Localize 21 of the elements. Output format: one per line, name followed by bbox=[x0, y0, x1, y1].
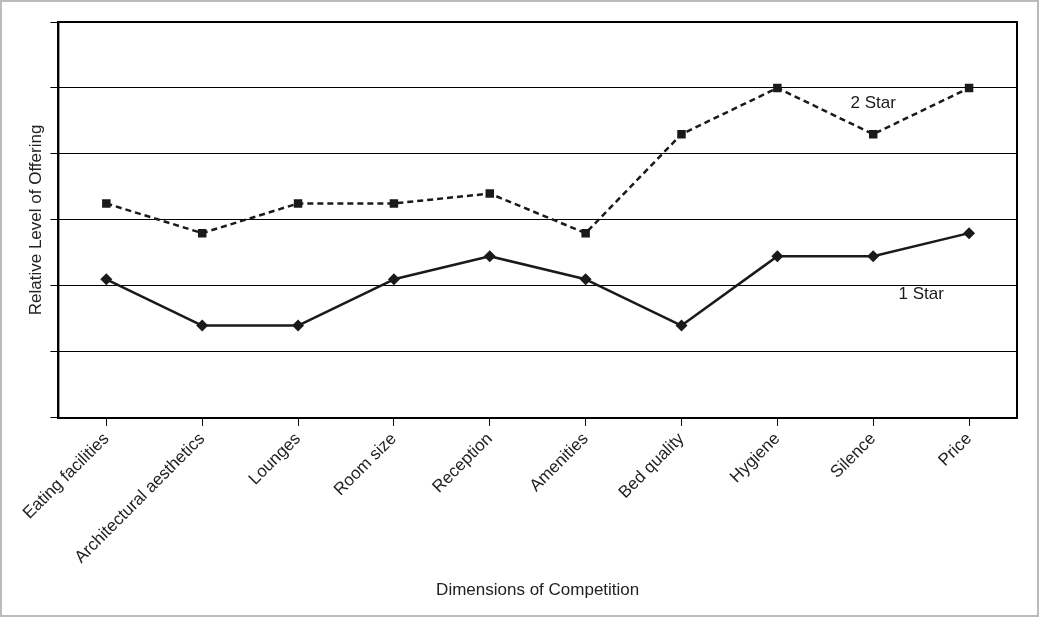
series-label: 2 Star bbox=[850, 93, 897, 113]
point bbox=[963, 227, 976, 240]
series-label: 1 Star bbox=[898, 284, 945, 304]
point bbox=[102, 199, 111, 208]
point bbox=[771, 250, 784, 263]
point bbox=[579, 273, 592, 286]
y-axis-title: Relative Level of Offering bbox=[25, 124, 45, 316]
point bbox=[773, 83, 782, 93]
point bbox=[581, 228, 590, 238]
point bbox=[293, 199, 303, 208]
point bbox=[387, 273, 400, 286]
point bbox=[675, 319, 688, 332]
point bbox=[292, 319, 305, 332]
point bbox=[485, 189, 495, 198]
point bbox=[196, 319, 209, 332]
x-axis-title: Dimensions of Competition bbox=[436, 580, 640, 600]
point bbox=[677, 129, 686, 139]
point bbox=[100, 273, 113, 286]
point bbox=[867, 250, 880, 263]
point bbox=[389, 199, 399, 208]
point bbox=[483, 250, 496, 263]
